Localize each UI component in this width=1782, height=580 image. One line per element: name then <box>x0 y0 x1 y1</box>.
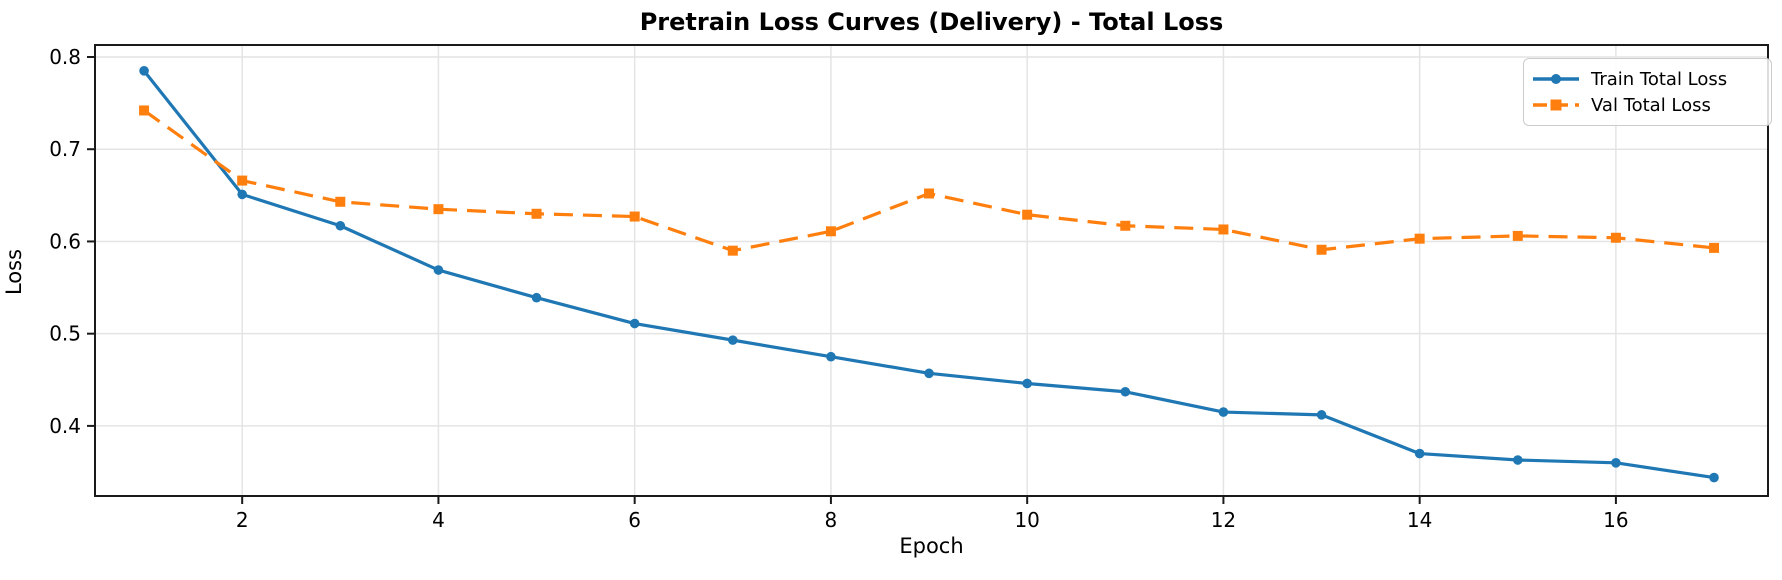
train-data-point-marker <box>1022 378 1032 389</box>
y-tick-label: 0.8 <box>49 45 81 69</box>
val-data-point-marker <box>1414 233 1425 244</box>
val-data-point-marker <box>433 204 444 215</box>
y-tick-label: 0.6 <box>49 229 81 253</box>
legend: Train Total Loss Val Total Loss <box>1523 58 1772 126</box>
val-loss-line <box>143 109 1715 253</box>
train-data-point-marker <box>1120 386 1131 397</box>
val-data-point-marker <box>1512 230 1523 241</box>
train-data-point-marker <box>1512 455 1523 465</box>
train-data-point-marker <box>1709 472 1719 483</box>
val-data-point-marker <box>825 226 836 237</box>
x-tick-label: 4 <box>432 508 445 532</box>
chart-title: Pretrain Loss Curves (Delivery) - Total … <box>639 8 1224 36</box>
val-data-point-marker <box>1022 209 1033 220</box>
train-data-point-marker <box>826 351 836 362</box>
train-loss-line <box>142 69 1715 480</box>
legend-item-val: Val Total Loss <box>1533 92 1761 118</box>
train-data-point-marker <box>1218 407 1229 417</box>
train-data-point-marker <box>531 292 542 303</box>
train-data-point-marker <box>924 368 934 379</box>
y-tick-label: 0.5 <box>49 322 81 346</box>
x-tick-label: 10 <box>1014 508 1039 532</box>
x-tick-label: 2 <box>236 508 249 532</box>
legend-label-val: Val Total Loss <box>1591 94 1711 116</box>
val-data-point-marker <box>1120 220 1131 231</box>
val-line-swatch-icon <box>1533 99 1579 111</box>
y-tick-label: 0.4 <box>49 414 81 438</box>
x-tick-label: 16 <box>1603 508 1628 532</box>
axes-frame <box>94 44 1769 497</box>
train-data-point-marker <box>1316 410 1327 420</box>
train-data-point-marker <box>629 318 640 329</box>
train-data-point-marker <box>139 66 149 76</box>
val-data-point-marker <box>1610 232 1621 243</box>
val-data-point-marker <box>1709 242 1720 253</box>
val-data-point-marker <box>335 196 346 207</box>
train-data-point-marker <box>335 220 346 231</box>
train-data-point-marker <box>728 335 738 345</box>
y-axis-label: Loss <box>2 248 26 296</box>
val-data-point-marker <box>1218 224 1229 235</box>
legend-item-train: Train Total Loss <box>1533 66 1761 92</box>
val-data-point-marker <box>727 245 738 256</box>
val-data-point-marker <box>1316 244 1327 255</box>
x-tick-label: 6 <box>628 508 641 532</box>
train-line-swatch-icon <box>1533 74 1579 84</box>
val-data-point-marker <box>237 175 248 186</box>
val-data-point-marker <box>139 105 150 116</box>
train-data-point-marker <box>433 265 444 275</box>
x-tick-label: 14 <box>1407 508 1432 532</box>
x-tick-label: 12 <box>1211 508 1236 532</box>
x-tick-label: 8 <box>825 508 838 532</box>
x-axis-label: Epoch <box>899 534 964 558</box>
val-data-point-marker <box>531 208 542 219</box>
train-data-point-marker <box>1414 448 1425 459</box>
train-data-point-marker <box>1611 457 1621 468</box>
val-data-point-marker <box>629 211 640 222</box>
val-data-point-marker <box>924 188 935 199</box>
train-data-point-marker <box>237 189 247 200</box>
y-tick-label: 0.7 <box>49 137 81 161</box>
legend-label-train: Train Total Loss <box>1591 68 1728 90</box>
